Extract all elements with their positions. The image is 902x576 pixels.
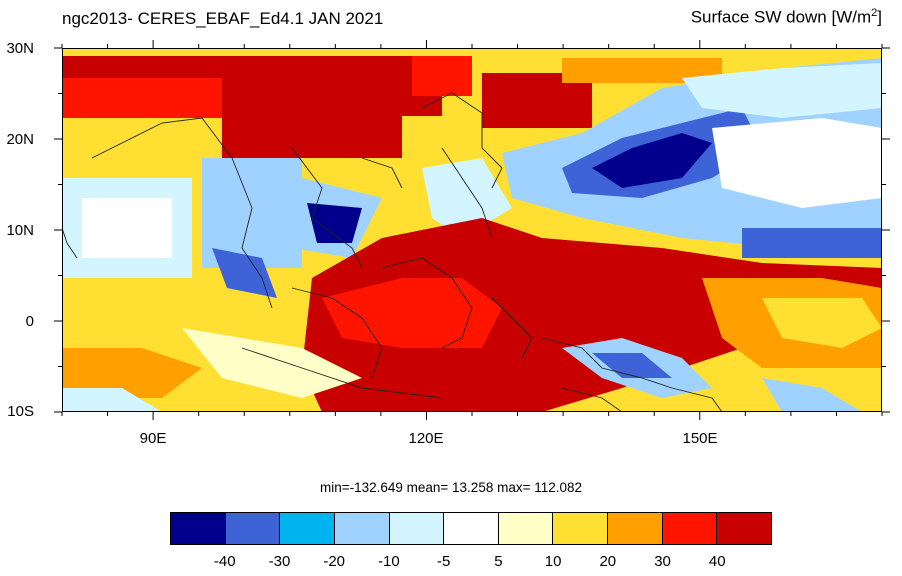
variable-title-end: ] (877, 7, 882, 27)
lat-label-0: 0 (25, 313, 34, 330)
colorbar-label: -5 (436, 553, 451, 570)
colorbar-swatch (171, 513, 226, 544)
lat-label-20n: 20N (6, 131, 34, 148)
anomaly-map (62, 48, 882, 412)
lon-label-90e: 90E (139, 430, 167, 447)
colorbar-label: 40 (708, 553, 726, 570)
lat-label-30n: 30N (6, 40, 34, 57)
lat-label-10n: 10N (6, 222, 34, 239)
field-patches (62, 56, 882, 412)
statistics-line: min=-132.649 mean= 13.258 max= 112.082 (319, 480, 583, 495)
colorbar-swatch (553, 513, 609, 544)
coastlines (62, 92, 723, 412)
colorbar-swatch (498, 513, 554, 544)
colorbar-swatch (280, 513, 335, 544)
lat-label-10s: 10S (7, 403, 34, 420)
lon-label-120e: 120E (408, 430, 444, 447)
colorbar-swatch (662, 513, 718, 544)
colorbar-label: -30 (268, 553, 291, 570)
colorbar-label: 10 (544, 553, 562, 570)
map-field (62, 48, 882, 412)
colorbar-label: 20 (599, 553, 617, 570)
colorbar (170, 512, 772, 545)
colorbar-swatch (389, 513, 445, 544)
colorbar-label: -10 (378, 553, 400, 570)
colorbar-swatch (444, 513, 499, 544)
colorbar-swatch (717, 513, 772, 544)
colorbar-label: -40 (213, 553, 236, 570)
colorbar-label: 5 (494, 553, 503, 570)
variable-title: Surface SW down [W/m2] (691, 7, 882, 28)
lon-label-150e: 150E (682, 430, 718, 447)
colorbar-swatch (608, 513, 663, 544)
plot-title: ngc2013- CERES_EBAF_Ed4.1 JAN 2021 (62, 9, 384, 28)
colorbar-swatch (225, 513, 281, 544)
variable-title-main: Surface SW down [W/m (690, 7, 872, 27)
variable-title-sup: 2 (871, 7, 878, 19)
colorbar-label: -20 (323, 553, 346, 570)
colorbar-label: 30 (654, 553, 671, 570)
colorbar-swatch (334, 513, 390, 544)
